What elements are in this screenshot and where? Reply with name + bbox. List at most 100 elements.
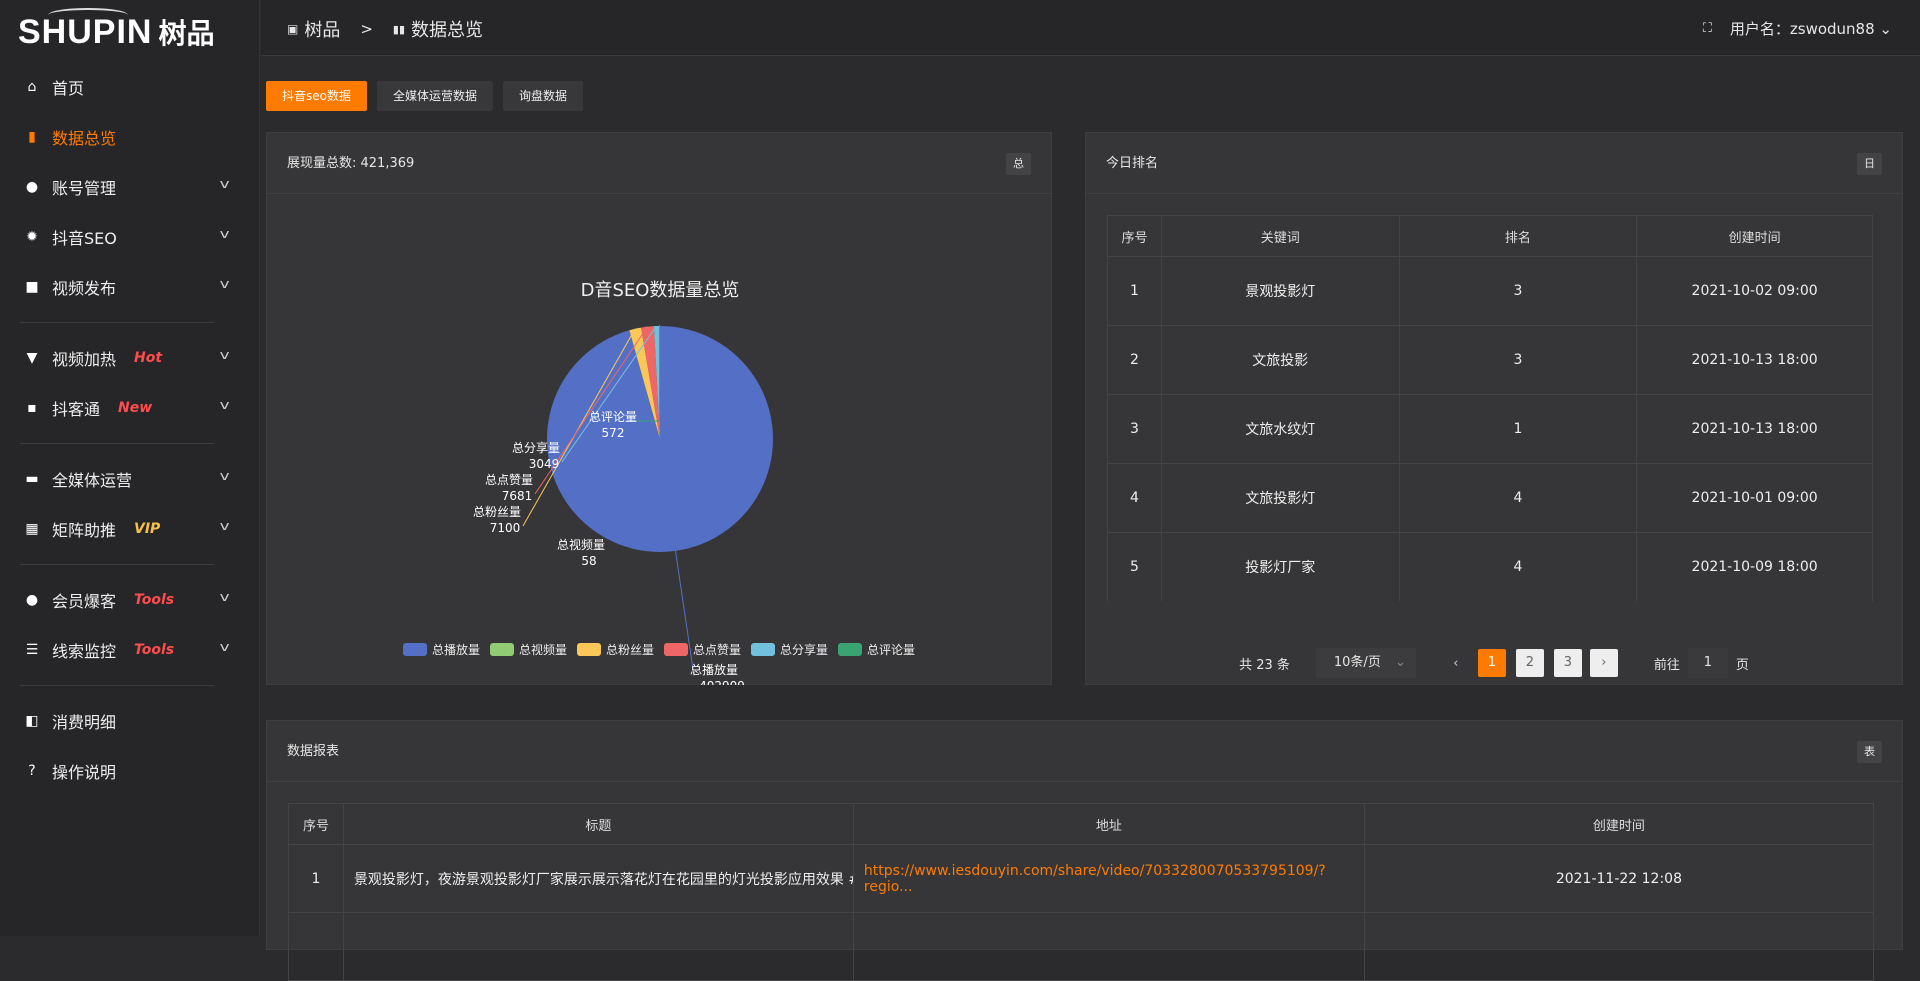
table-row[interactable]: 5 投影灯厂家 4 2021-10-09 18:00 (1107, 532, 1873, 601)
sidebar-item-5[interactable]: ▼ 视频加热 Hot v (0, 333, 260, 383)
sidebar-item-9[interactable]: ● 会员爆客 Tools v (0, 575, 260, 625)
sidebar-item-8[interactable]: ▦ 矩阵助推 VIP v (0, 504, 260, 554)
slice-label: 总点赞量 (485, 473, 533, 487)
table-cell: 2021-11-22 12:08 (1363, 844, 1875, 913)
page-button[interactable]: 3 (1553, 649, 1582, 677)
legend-item[interactable]: 总评论量 (838, 641, 915, 658)
legend-item[interactable]: 总视频量 (489, 641, 567, 658)
sidebar-item-10[interactable]: ☰ 线索监控 Tools v (0, 625, 260, 675)
slice-value: 7681 (502, 489, 533, 503)
page-size-select[interactable]: 10条/页 ⌄ (1315, 648, 1416, 678)
column-header[interactable]: 排名 (1398, 215, 1638, 257)
legend-swatch (576, 643, 601, 656)
sidebar-item-label: 抖音SEO (52, 229, 117, 248)
column-header[interactable]: 创建时间 (1636, 215, 1873, 257)
sidebar: SHUPIN 树品 ⌂ 首页 ▮ 数据总览 ● 账号管理 v ✹ 抖音SEO v ■ 视频发布 v ▼ 视频… (0, 0, 260, 936)
sidebar-badge: VIP (134, 521, 161, 537)
table-row[interactable] (288, 912, 1875, 981)
table-cell[interactable]: https://www.iesdouyin.com/share/video/70… (852, 844, 1365, 913)
column-header[interactable]: 地址 (852, 803, 1365, 845)
label-line (635, 325, 661, 422)
tab-0[interactable]: 抖音seo数据 (266, 81, 367, 111)
report-card-tag[interactable]: 表 (1857, 741, 1882, 763)
column-header[interactable]: 关键词 (1160, 215, 1400, 257)
sidebar-item-2[interactable]: ● 账号管理 v (0, 162, 260, 212)
breadcrumb: ▣ 树品 > ▮▮ 数据总览 (287, 16, 483, 42)
next-page-button[interactable]: › (1589, 649, 1618, 677)
table-row[interactable]: 2 文旅投影 3 2021-10-13 18:00 (1107, 325, 1873, 395)
fullscreen-icon[interactable]: ⛶ (1702, 21, 1712, 36)
legend-item[interactable]: 总粉丝量 (576, 641, 654, 658)
sidebar-item-0[interactable]: ⌂ 首页 (0, 62, 260, 112)
rank-table-wrap[interactable]: 序号 关键词 排名 创建时间 1 景观投影灯 3 2021-10-02 09:00 2 文旅投影 3… (1107, 215, 1873, 601)
pie-chart: D音SEO数据量总览 总播放量 402909 总视频量 58 总粉丝量 7100 总点赞量 7… (473, 280, 773, 685)
camera-icon: ■ (25, 279, 39, 295)
sidebar-item-3[interactable]: ✹ 抖音SEO v (0, 212, 260, 262)
table-cell: 2 (1107, 325, 1162, 395)
column-header[interactable]: 创建时间 (1363, 803, 1875, 845)
column-header[interactable]: 序号 (1107, 215, 1162, 257)
sidebar-item-11[interactable]: ◧ 消费明细 (0, 696, 260, 746)
sidebar-item-7[interactable]: ▬ 全媒体运营 v (0, 454, 260, 504)
column-header[interactable]: 标题 (342, 803, 854, 845)
table-row[interactable]: 1 景观投影灯 3 2021-10-02 09:00 (1107, 256, 1873, 326)
table-cell: 2021-10-13 18:00 (1636, 394, 1873, 464)
column-header[interactable]: 序号 (288, 803, 344, 845)
slice-value: 402909 (699, 679, 745, 685)
table-row[interactable]: 3 文旅水纹灯 1 2021-10-13 18:00 (1107, 394, 1873, 464)
slice-label: 总评论量 (589, 410, 637, 424)
chevron-down-icon: v (219, 277, 230, 291)
legend-item[interactable]: 总播放量 (402, 641, 480, 658)
table-cell: 景观投影灯，夜游景观投影灯厂家展示展示落花灯在花园里的灯光投影应用效果 # (342, 844, 854, 913)
tab-2[interactable]: 询盘数据 (503, 81, 584, 111)
pie-card: 展现量总数: 421,369 总 D音SEO数据量总览 总播放量 402909 总视频… (266, 132, 1052, 685)
chevron-down-icon: v (219, 398, 230, 412)
report-card-title: 数据报表 (287, 744, 340, 759)
tab-1[interactable]: 全媒体运营数据 (376, 81, 493, 111)
sidebar-item-1[interactable]: ▮ 数据总览 (0, 112, 260, 162)
logo[interactable]: SHUPIN 树品 (18, 8, 214, 54)
user-menu[interactable]: 用户名：zswodun88 ⌄ (1730, 18, 1892, 39)
brush-icon: ▼ (26, 350, 38, 366)
sidebar-badge: Tools (134, 642, 175, 658)
menu-divider (20, 685, 214, 686)
pie-slice[interactable] (641, 326, 660, 439)
sidebar-item-12[interactable]: ? 操作说明 (0, 746, 260, 796)
page-button[interactable]: 2 (1515, 649, 1544, 677)
slice-label: 总播放量 (690, 662, 738, 677)
page-button[interactable]: 1 (1477, 649, 1506, 677)
report-table: 序号 标题 地址 创建时间 1 景观投影灯，夜游景观投影灯厂家展示展示落花灯在花园里的灯光… (288, 803, 1875, 981)
table-cell: 2021-10-09 18:00 (1636, 532, 1873, 601)
table-cell: 1 (1398, 394, 1638, 464)
pie-slice[interactable] (629, 327, 660, 439)
sidebar-item-6[interactable]: ▪ 抖客通 New v (0, 383, 260, 433)
logo-arc (48, 8, 128, 22)
bar-chart-icon: ▮ (28, 129, 36, 145)
chat-icon: ▪ (27, 400, 37, 416)
pie-slice[interactable] (653, 326, 660, 439)
legend-item[interactable]: 总分享量 (751, 641, 828, 658)
page-unit: 页 (1735, 657, 1749, 673)
legend-item[interactable]: 总点赞量 (664, 641, 741, 658)
sidebar-item-label: 视频加热 (52, 350, 117, 369)
chevron-down-icon: v (219, 640, 230, 654)
rank-card-title: 今日排名 (1106, 156, 1159, 171)
table-row[interactable]: 4 文旅投影灯 4 2021-10-01 09:00 (1107, 463, 1873, 533)
sidebar-badge: New (118, 400, 153, 416)
pie-card-tag[interactable]: 总 (1006, 153, 1031, 175)
rank-card-tag[interactable]: 日 (1857, 153, 1882, 175)
table-cell: 投影灯厂家 (1160, 532, 1400, 601)
table-cell: 3 (1398, 325, 1638, 395)
chevron-down-icon: ⌄ (1394, 655, 1406, 670)
sidebar-item-4[interactable]: ■ 视频发布 v (0, 262, 260, 312)
prev-page-icon[interactable]: ‹ (1453, 655, 1459, 671)
pie-slice[interactable] (629, 330, 660, 439)
report-table-wrap[interactable]: 序号 标题 地址 创建时间 1 景观投影灯，夜游景观投影灯厂家展示展示落花灯在花园里的灯光… (288, 803, 1875, 981)
breadcrumb-root[interactable]: 树品 (304, 20, 341, 41)
user-label: 用户名： (1729, 20, 1790, 38)
goto-page-input[interactable]: 1 (1687, 648, 1728, 678)
table-row[interactable]: 1 景观投影灯，夜游景观投影灯厂家展示展示落花灯在花园里的灯光投影应用效果 # ht… (288, 844, 1875, 913)
sidebar-item-label: 首页 (52, 79, 85, 98)
monitor-icon: ▬ (25, 471, 39, 487)
label-line (522, 328, 636, 527)
